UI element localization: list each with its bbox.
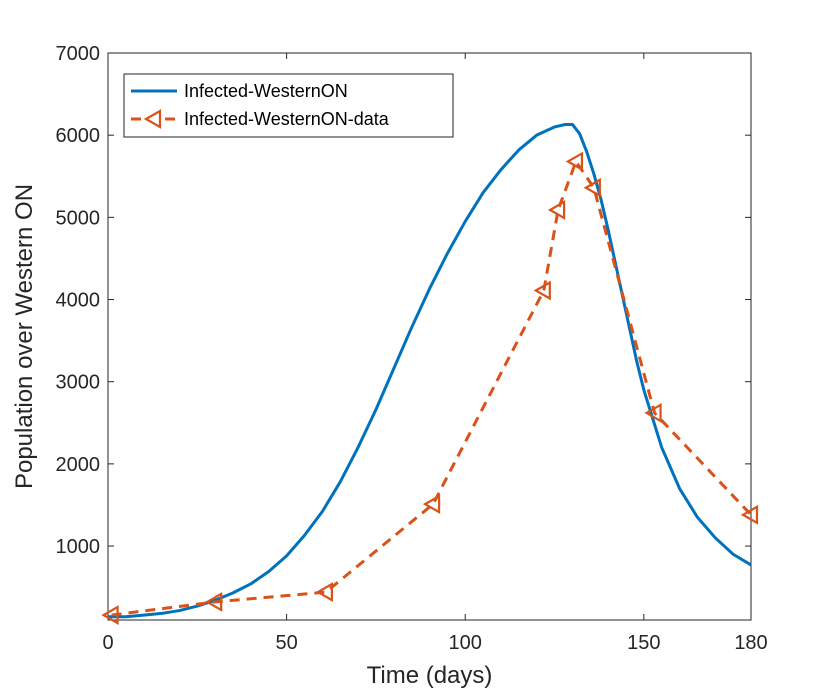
legend-label-infected-westernon: Infected-WesternON	[184, 81, 348, 101]
data-point-marker	[644, 403, 662, 423]
legend: Infected-WesternON Infected-WesternON-da…	[123, 73, 454, 138]
x-tick-label: 0	[102, 632, 113, 654]
data-point-marker	[533, 280, 551, 301]
x-axis: 0 50 100 150 180	[102, 53, 768, 654]
data-point-marker	[547, 200, 566, 220]
y-tick-label: 5000	[56, 207, 101, 229]
x-tick-label: 50	[275, 632, 297, 654]
data-point-marker	[583, 177, 601, 198]
data-point-marker	[740, 504, 759, 525]
y-tick-label: 1000	[56, 536, 101, 558]
x-tick-label: 150	[627, 632, 660, 654]
data-point-marker	[422, 494, 441, 515]
plot-area: 0 50 100 150 180 1000 2000 3000 4000 5000 6000 700…	[56, 43, 768, 654]
y-axis: 1000 2000 3000 4000 5000 6000 7000	[56, 43, 751, 558]
y-tick-label: 2000	[56, 454, 101, 476]
x-tick-label: 180	[734, 632, 767, 654]
legend-box	[123, 73, 454, 138]
axes-box	[107, 52, 752, 621]
legend-label-infected-westernon-data: Infected-WesternON-data	[184, 109, 390, 129]
data-point-marker	[101, 605, 119, 625]
series-layer	[101, 122, 759, 625]
x-axis-label: Time (days)	[367, 662, 493, 689]
y-tick-label: 6000	[56, 125, 101, 147]
series-line-0	[108, 122, 752, 619]
data-point-marker	[315, 582, 334, 602]
y-axis-label: Population over Western ON	[11, 184, 38, 489]
data-point-marker	[565, 151, 584, 172]
y-tick-label: 4000	[56, 290, 101, 312]
series-line-1	[111, 159, 753, 617]
x-tick-label: 100	[449, 632, 482, 654]
data-point-marker	[204, 592, 223, 612]
legend-marker-triangle-left	[143, 109, 162, 129]
y-tick-label: 7000	[56, 43, 101, 65]
y-tick-label: 3000	[56, 372, 101, 394]
